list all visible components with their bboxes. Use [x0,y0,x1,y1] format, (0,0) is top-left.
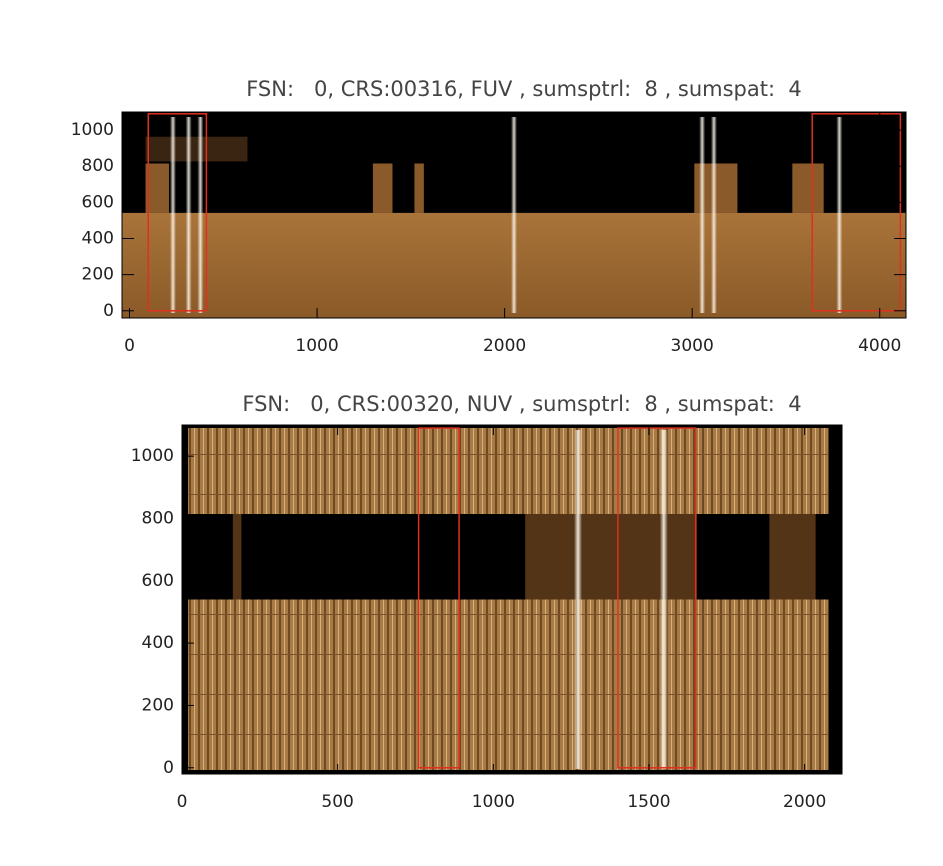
x-tick-label: 1000 [295,336,338,356]
image-streak [511,117,517,313]
axes-frame [181,424,843,775]
y-tick-label: 800 [142,508,174,528]
chart-title: FSN: 0, CRS:00320, NUV , sumsptrl: 8 , s… [242,392,801,416]
image-streak [169,117,176,313]
image-block [769,513,816,600]
image-streak [574,430,582,769]
image-block [188,428,829,514]
image-block [792,163,824,213]
axes-frame [121,111,907,319]
image-streak [699,117,706,313]
region-box [811,113,902,312]
y-tick-label: 400 [82,228,114,248]
image-streak [836,117,843,313]
image-block [232,513,242,600]
image-block [372,163,393,213]
x-tick-label: 500 [321,792,353,812]
region-box [147,113,208,312]
chart-title: FSN: 0, CRS:00316, FUV , sumsptrl: 8 , s… [246,77,802,101]
x-tick-label: 0 [177,792,188,812]
y-tick-label: 1000 [131,446,174,466]
y-tick-label: 600 [82,192,114,212]
y-tick-label: 600 [142,571,174,591]
x-tick-label: 1500 [627,792,670,812]
x-tick-label: 3000 [671,336,714,356]
image-block [525,513,697,600]
region-box [617,427,697,769]
y-tick-label: 200 [142,695,174,715]
image-block [414,163,424,213]
y-tick-label: 0 [103,301,114,321]
x-tick-label: 2000 [483,336,526,356]
y-tick-label: 800 [82,156,114,176]
x-tick-label: 0 [124,336,135,356]
image-block [145,163,170,213]
image-block [145,136,248,162]
y-tick-label: 0 [163,758,174,778]
image-streak [197,117,204,313]
y-tick-label: 200 [82,265,114,285]
image-streak [710,117,717,313]
x-tick-label: 2000 [783,792,826,812]
y-tick-label: 1000 [71,120,114,140]
image-streak [659,430,668,769]
image-block [188,599,829,770]
region-box [417,427,460,769]
y-tick-label: 400 [142,633,174,653]
image-streak [185,117,192,313]
x-tick-label: 4000 [858,336,901,356]
x-tick-label: 1000 [472,792,515,812]
